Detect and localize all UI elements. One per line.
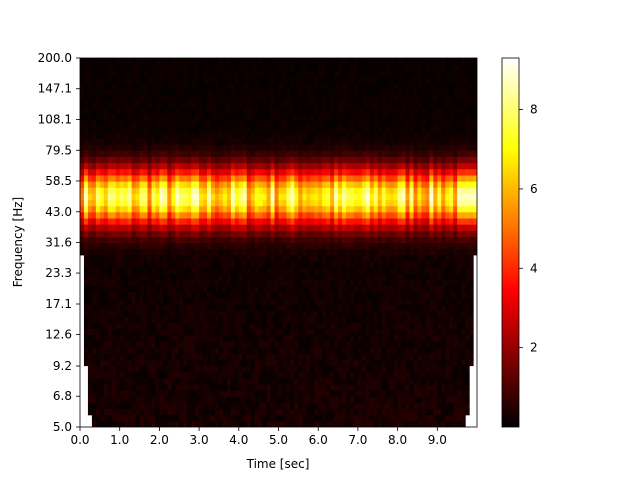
colorbar-tick-label: 4: [530, 261, 538, 275]
x-tick-label: 7.0: [348, 433, 367, 447]
x-axis: 0.0 1.0 2.0 3.0 4.0 5.0 6.0 7.0 8.0 9.0: [70, 427, 447, 447]
y-axis-label: Frequency [Hz]: [11, 197, 25, 288]
colorbar-tick-label: 2: [530, 341, 538, 355]
y-tick-label: 5.0: [53, 420, 72, 434]
y-tick-label: 79.5: [45, 143, 72, 157]
y-tick-label: 12.6: [45, 328, 72, 342]
x-tick-label: 0.0: [70, 433, 89, 447]
y-tick-label: 23.3: [45, 266, 72, 280]
colorbar-gradient: [501, 57, 520, 428]
x-tick-label: 3.0: [190, 433, 209, 447]
y-axis: 5.0 6.8 9.2 12.6 17.1 23.3 31.6 43.0 58.5 79.5 108…: [38, 51, 80, 434]
spectrogram-image: [80, 58, 477, 427]
x-tick-label: 8.0: [388, 433, 407, 447]
y-tick-label: 17.1: [45, 297, 72, 311]
x-axis-label: Time [sec]: [246, 457, 310, 471]
y-tick-label: 31.6: [45, 236, 72, 250]
x-tick-label: 6.0: [309, 433, 328, 447]
y-tick-label: 108.1: [38, 113, 72, 127]
plot-area: [79, 57, 478, 428]
x-tick-label: 9.0: [428, 433, 447, 447]
x-tick-label: 4.0: [229, 433, 248, 447]
x-tick-label: 2.0: [150, 433, 169, 447]
x-tick-label: 5.0: [269, 433, 288, 447]
y-tick-label: 200.0: [38, 51, 72, 65]
y-tick-label: 43.0: [45, 205, 72, 219]
y-tick-label: 58.5: [45, 174, 72, 188]
colorbar-tick-label: 6: [530, 182, 538, 196]
y-tick-label: 147.1: [38, 82, 72, 96]
x-tick-label: 1.0: [110, 433, 129, 447]
colorbar-tick-label: 8: [530, 103, 538, 117]
y-tick-label: 9.2: [53, 359, 72, 373]
y-tick-label: 6.8: [53, 389, 72, 403]
colorbar: 2 4 6 8: [501, 57, 538, 428]
colorbar-ticks: 2 4 6 8: [519, 103, 538, 355]
